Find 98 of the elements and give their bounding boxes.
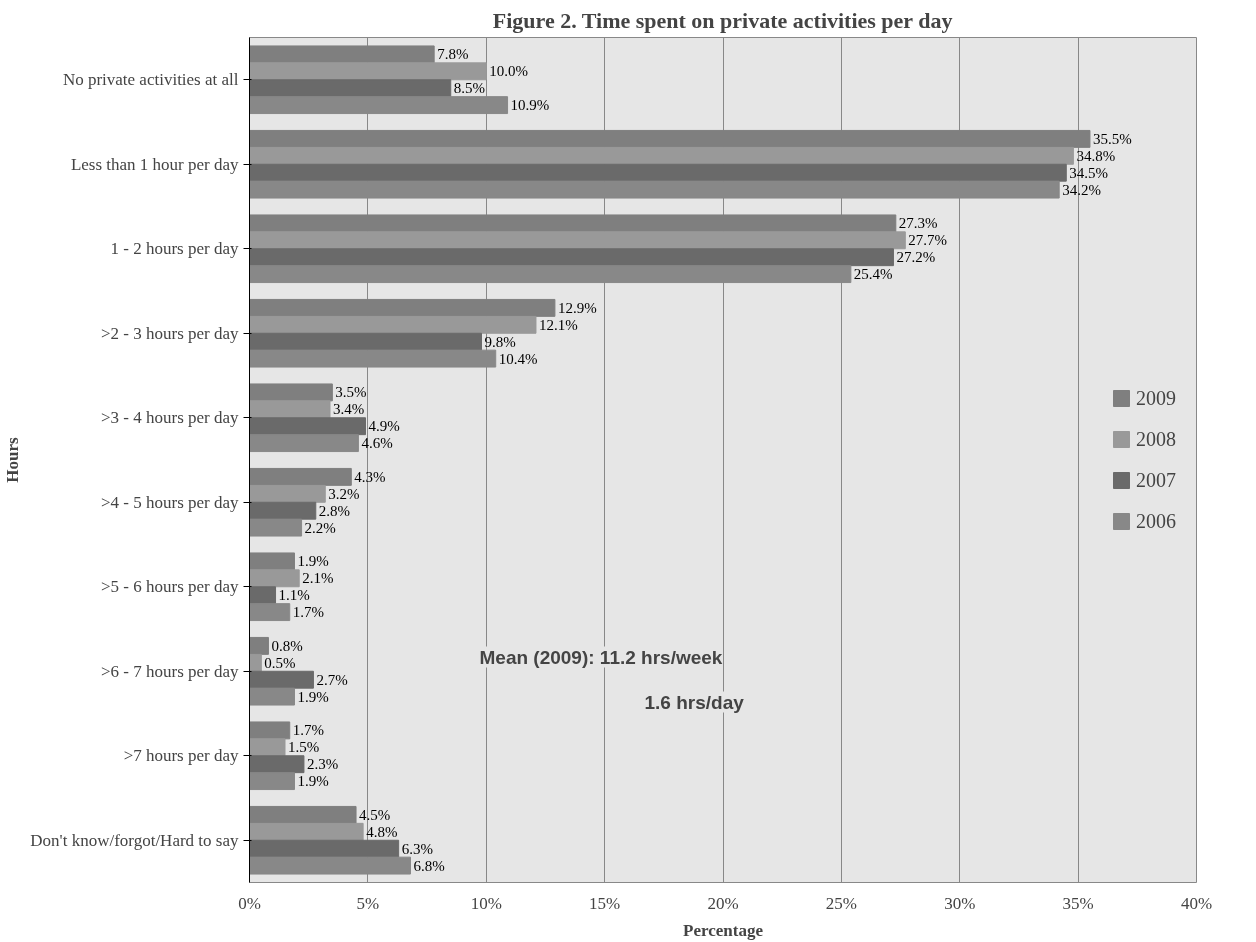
bar — [249, 434, 359, 453]
bar — [249, 569, 300, 588]
bar — [249, 332, 483, 351]
data-label: 1.5% — [288, 739, 320, 756]
data-label: 34.8% — [1076, 147, 1116, 164]
x-tick-label: 30% — [944, 893, 976, 913]
data-label: 4.3% — [354, 468, 386, 485]
bar — [249, 552, 295, 571]
bar — [249, 653, 262, 672]
bar — [249, 805, 357, 824]
y-tick-label: >4 - 5 hours per day — [100, 492, 239, 512]
data-label: 0.8% — [271, 637, 303, 654]
bar — [249, 62, 487, 81]
data-label: 2.1% — [302, 570, 334, 587]
data-label: 1.7% — [292, 604, 324, 621]
data-label: 10.4% — [498, 350, 538, 367]
data-label: 1.9% — [297, 773, 329, 790]
y-tick-label: >6 - 7 hours per day — [100, 661, 239, 681]
bar — [249, 518, 303, 537]
bar — [249, 603, 291, 622]
data-label: 6.3% — [401, 840, 433, 857]
y-tick-label: >7 hours per day — [123, 746, 239, 766]
data-label: 35.5% — [1092, 130, 1132, 147]
bar — [249, 248, 894, 267]
data-label: 25.4% — [853, 266, 893, 283]
bar — [249, 163, 1067, 182]
legend-label: 2007 — [1136, 468, 1176, 492]
y-tick-label: Don't know/forgot/Hard to say — [30, 830, 239, 850]
bar — [249, 501, 317, 520]
bar — [249, 772, 295, 791]
data-label: 2.2% — [304, 519, 336, 536]
legend-label: 2009 — [1136, 386, 1176, 410]
y-tick-label: >5 - 6 hours per day — [100, 577, 239, 597]
y-tick-label: >3 - 4 hours per day — [100, 408, 239, 428]
legend-label: 2006 — [1136, 509, 1176, 533]
x-tick-label: 35% — [1062, 893, 1094, 913]
bar — [249, 417, 367, 436]
bar — [249, 687, 295, 706]
data-label: 4.9% — [368, 418, 400, 435]
data-label: 12.1% — [538, 316, 578, 333]
bar — [249, 146, 1074, 165]
bar — [249, 636, 269, 655]
legend-label: 2008 — [1136, 427, 1176, 451]
data-label: 2.8% — [318, 502, 351, 519]
data-label: 3.5% — [335, 384, 367, 401]
data-label: 4.8% — [366, 823, 398, 840]
y-tick-label: >2 - 3 hours per day — [100, 323, 239, 343]
data-label: 2.7% — [316, 671, 348, 688]
annotation: Mean (2009): 11.2 hrs/week — [479, 646, 723, 668]
data-label: 27.3% — [898, 215, 938, 232]
x-tick-label: 15% — [589, 893, 621, 913]
data-label: 2.3% — [306, 756, 339, 773]
data-label: 3.2% — [328, 485, 360, 502]
data-label: 1.7% — [292, 722, 324, 739]
data-label: 0.5% — [264, 654, 296, 671]
y-tick-label: 1 - 2 hours per day — [110, 239, 239, 259]
data-label: 3.4% — [332, 401, 365, 418]
bar — [249, 586, 277, 605]
data-label: 6.8% — [413, 857, 445, 874]
x-tick-label: 40% — [1180, 893, 1213, 913]
bar — [249, 400, 331, 419]
data-label: 1.9% — [297, 688, 329, 705]
y-tick-label: No private activities at all — [62, 70, 239, 90]
bar — [249, 822, 364, 841]
data-label: 27.7% — [908, 232, 948, 249]
data-label: 10.9% — [510, 97, 550, 114]
bar — [249, 738, 286, 757]
data-label: 1.1% — [278, 587, 310, 604]
data-label: 27.2% — [896, 249, 936, 266]
data-label: 8.5% — [453, 80, 485, 97]
data-label: 4.5% — [359, 806, 391, 823]
bar — [249, 721, 291, 740]
data-label: 10.0% — [489, 63, 528, 80]
bar — [249, 670, 314, 689]
bar — [249, 383, 333, 402]
x-tick-label: 25% — [825, 893, 857, 913]
bar — [249, 467, 352, 486]
x-axis-title: Percentage — [683, 920, 764, 940]
bar — [249, 755, 305, 774]
bar — [249, 315, 537, 334]
annotation: 1.6 hrs/day — [644, 691, 745, 713]
y-tick-label: Less than 1 hour per day — [70, 154, 239, 174]
x-tick-label: 10% — [470, 893, 502, 913]
x-tick-label: 5% — [356, 893, 380, 913]
x-tick-label: 0% — [238, 893, 261, 913]
data-label: 12.9% — [557, 299, 597, 316]
x-tick-label: 20% — [707, 893, 739, 913]
data-label: 7.8% — [437, 46, 469, 63]
data-label: 1.9% — [297, 553, 329, 570]
bar — [249, 231, 906, 250]
chart-title: Figure 2. Time spent on private activities per day — [492, 7, 953, 33]
data-label: 9.8% — [484, 333, 516, 350]
y-axis-title: Hours — [3, 436, 23, 483]
data-label: 34.5% — [1069, 164, 1109, 181]
bar — [249, 79, 452, 98]
data-label: 4.6% — [361, 435, 393, 452]
bar — [249, 484, 326, 503]
data-label: 34.2% — [1062, 181, 1101, 198]
